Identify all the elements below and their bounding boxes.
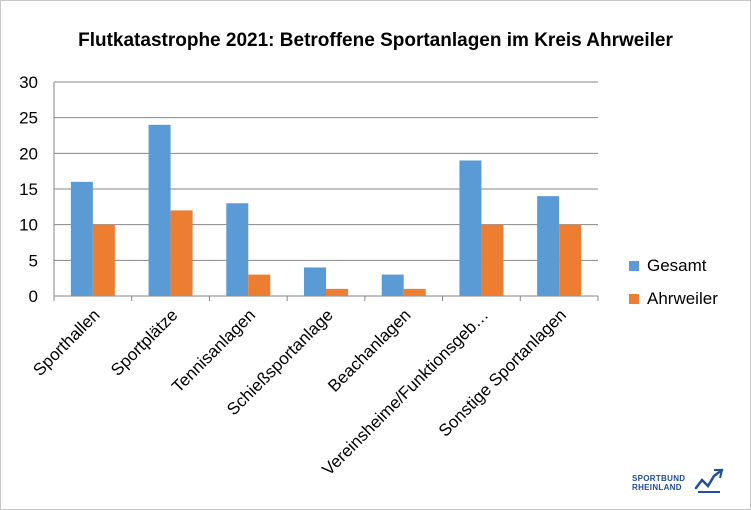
bar-gesamt-2 bbox=[226, 203, 249, 296]
y-tick-label-25: 25 bbox=[19, 109, 38, 128]
logo-text: SPORTBUND RHEINLAND bbox=[632, 474, 685, 492]
y-tick-label-0: 0 bbox=[29, 287, 38, 306]
bar-gesamt-6 bbox=[537, 196, 560, 296]
logo-mark-icon bbox=[694, 468, 724, 493]
bar-gesamt-5 bbox=[459, 160, 482, 296]
y-tick-label-10: 10 bbox=[19, 216, 38, 235]
bar-ahrweiler-3 bbox=[326, 288, 348, 296]
legend-label-ahrweiler: Ahrweiler bbox=[647, 289, 718, 308]
x-tick-label-0: Sporthallen bbox=[29, 305, 103, 379]
legend-label-gesamt: Gesamt bbox=[647, 256, 707, 275]
y-tick-label-5: 5 bbox=[29, 251, 38, 270]
chart-title: Flutkatastrophe 2021: Betroffene Sportan… bbox=[78, 30, 673, 51]
bar-gesamt-1 bbox=[148, 124, 171, 296]
bar-gesamt-3 bbox=[304, 267, 326, 296]
x-tick-label-5: Vereinsheime/Funktionsgeb… bbox=[318, 305, 492, 479]
y-tick-label-20: 20 bbox=[19, 144, 38, 163]
x-tick-label-6: Sonstige Sportanlagen bbox=[435, 305, 570, 440]
bar-ahrweiler-6 bbox=[559, 224, 582, 296]
bar-gesamt-4 bbox=[381, 274, 404, 296]
bar-ahrweiler-5 bbox=[481, 224, 504, 296]
bar-ahrweiler-4 bbox=[403, 288, 426, 296]
y-tick-label-30: 30 bbox=[19, 73, 38, 92]
bar-ahrweiler-1 bbox=[170, 210, 193, 296]
legend-swatch-gesamt bbox=[629, 261, 639, 271]
sportbund-rheinland-logo: SPORTBUND RHEINLAND bbox=[632, 466, 727, 496]
y-tick-label-15: 15 bbox=[19, 180, 38, 199]
bar-ahrweiler-2 bbox=[248, 274, 271, 296]
legend-swatch-ahrweiler bbox=[629, 294, 639, 304]
logo-line-2: RHEINLAND bbox=[632, 483, 682, 492]
bar-gesamt-0 bbox=[70, 181, 93, 296]
logo-line-1: SPORTBUND bbox=[632, 474, 686, 483]
x-tick-label-1: Sportplätze bbox=[107, 305, 181, 379]
bar-ahrweiler-0 bbox=[92, 224, 115, 296]
